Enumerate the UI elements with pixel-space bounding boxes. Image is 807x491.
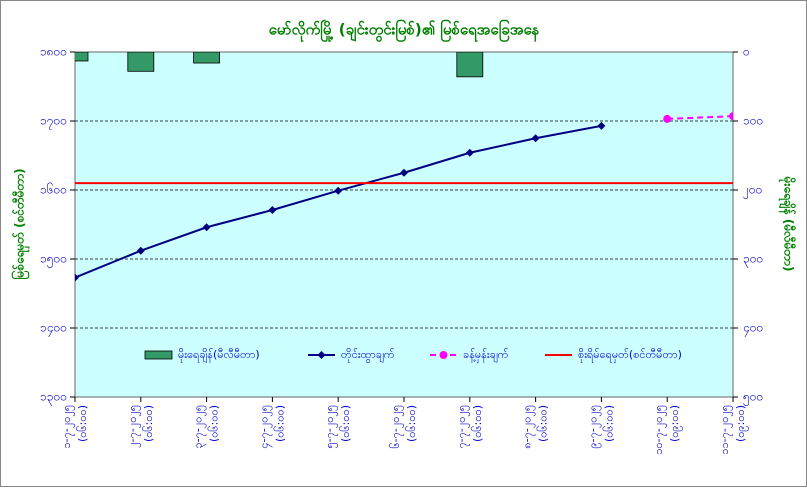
legend-label: ခန့်မှန်းချက် <box>463 348 509 363</box>
point <box>597 121 606 130</box>
y2-tick-label: ၅၀၀ <box>743 390 763 407</box>
point <box>268 206 277 215</box>
x-tick-label: ၁၀-၇-၂၀၂၅ <box>652 405 667 455</box>
y-tick-label: ၁၆၀၀ <box>40 182 67 197</box>
series-line <box>667 115 733 120</box>
legend-label: တိုင်းထွာချက် <box>341 348 395 363</box>
x-tick-label: (၀၆:၀၀) <box>471 405 484 442</box>
point <box>75 273 79 282</box>
bar <box>75 52 89 62</box>
y-tick-label: ၁၄၀၀ <box>40 321 67 338</box>
bar <box>127 52 155 72</box>
y2-tick-label: ၁၀၀ <box>743 114 763 128</box>
y2-axis-label: မိုးရေချိန် (မီလီမီတာ) <box>778 176 798 272</box>
x-tick-label: (၀၆:၀၀) <box>208 405 221 442</box>
y-tick-label: ၁၃၀၀ <box>40 390 67 407</box>
x-tick-label: (၀၉:၀၀) <box>668 405 683 442</box>
x-tick-label: (၀၆:၀၀) <box>76 405 89 442</box>
x-tick-label: ၇-၇-၂၀၂၅ <box>455 405 470 449</box>
plot-marks <box>75 52 733 282</box>
x-tick-label: ၃-၇-၂၀၂၅ <box>192 405 207 449</box>
x-tick-label: (၀၆:၀၀) <box>273 405 286 442</box>
y-tick-label: ၁၅၀၀ <box>40 252 67 269</box>
x-tick-label: (၀၆:၀၀) <box>537 405 550 442</box>
x-tick-label: (၀၆:၀၀) <box>339 405 352 442</box>
plot-area <box>74 51 734 398</box>
x-tick-label: ၁-၇-၂၀၂၅ <box>60 405 75 449</box>
y2-tick-label: ၀ <box>743 45 750 59</box>
point <box>136 246 145 255</box>
x-tick-label: (၀၆:၀၀) <box>142 405 155 442</box>
point <box>400 168 408 177</box>
x-tick-label: (၀၆:၀၀) <box>602 405 615 442</box>
y2-tick-label: ၂၀၀ <box>743 183 762 200</box>
bar <box>456 52 484 78</box>
point <box>663 114 672 123</box>
x-tick-label: (၀၉:၀၀) <box>734 405 749 442</box>
y2-tick-label: ၃၀၀ <box>743 252 763 269</box>
point <box>465 148 474 157</box>
x-tick-label: ၉-၇-၂၀၂၅ <box>586 405 601 449</box>
point <box>729 112 733 121</box>
x-tick-label: ၁၁-၇-၂၀၂၅ <box>718 405 733 455</box>
y-axis-label: မြစ်ရေမှတ် (စင်တီမီတာ) <box>10 168 31 279</box>
x-tick-label: (၀၆:၀၀) <box>405 405 418 442</box>
bar <box>193 52 221 64</box>
legend-label: မိုးရေချိန်(မီလီမီတာ) <box>178 348 260 363</box>
point <box>202 223 211 232</box>
y-tick-label: ၁၇၀၀ <box>40 114 67 131</box>
legend-marker <box>439 351 448 359</box>
point <box>531 134 540 143</box>
legend-label: စိုးရိမ်ရေမှတ်(စင်တီမီတာ) <box>578 348 682 363</box>
point <box>334 186 343 195</box>
x-tick-label: ၅-၇-၂၀၂၅ <box>323 405 338 449</box>
y2-tick-label: ၄၀၀ <box>743 321 763 338</box>
legend-swatch <box>144 350 173 360</box>
y-tick-label: ၁၈၀၀ <box>40 45 67 59</box>
x-tick-label: ၄-၇-၂၀၂၅ <box>257 405 272 449</box>
legend-marker <box>317 351 326 359</box>
x-tick-label: ၆-၇-၂၀၂၅ <box>389 405 404 449</box>
x-tick-label: ၈-၇-၂၀၂၅ <box>521 405 536 449</box>
x-tick-label: ၂-၇-၂၀၂၅ <box>126 405 141 448</box>
